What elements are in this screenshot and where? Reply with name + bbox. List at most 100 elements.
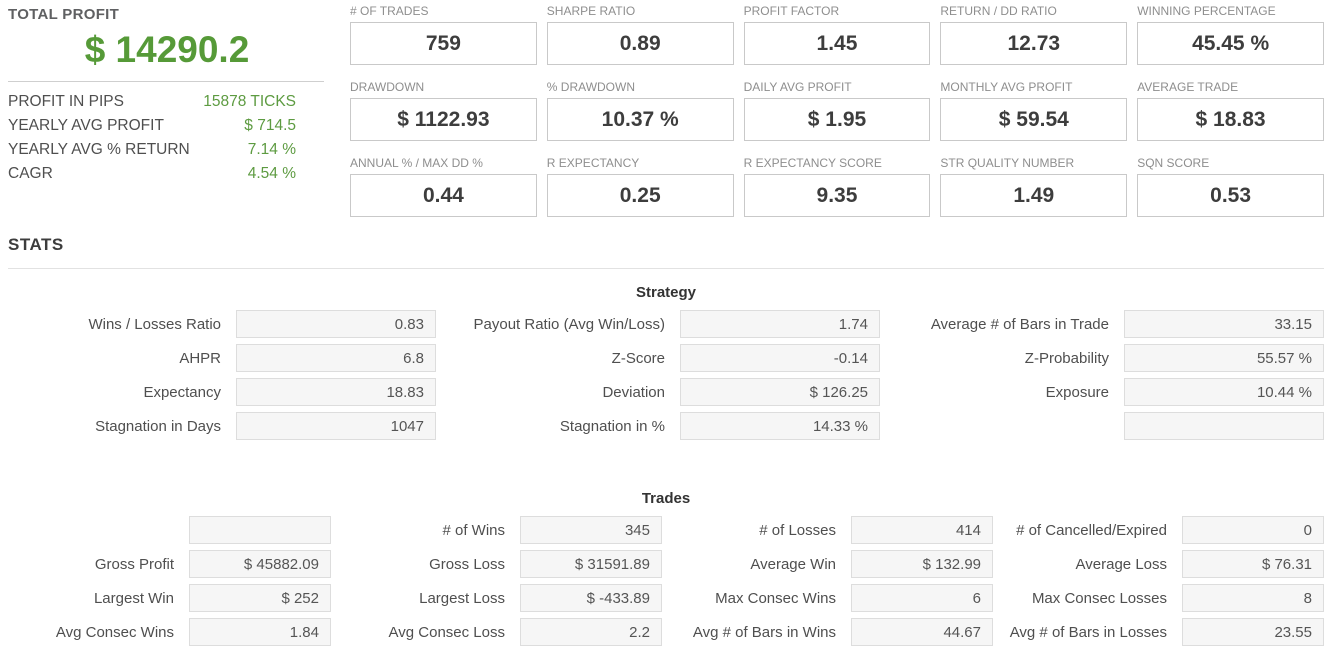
stat-cell: Payout Ratio (Avg Win/Loss) 1.74	[452, 310, 880, 338]
stat-cell: Avg # of Bars in Wins 44.67	[670, 618, 993, 646]
total-profit-panel: TOTAL PROFIT $ 14290.2 PROFIT IN PIPS 15…	[8, 4, 336, 186]
stat-label: Expectancy	[143, 383, 221, 401]
metric-value-box: 12.73	[940, 22, 1128, 65]
stat-cell: Stagnation in Days 1047	[8, 412, 436, 440]
stat-label: Avg # of Bars in Losses	[1009, 623, 1167, 641]
stat-value-box: $ -433.89	[520, 584, 662, 612]
stat-value-box: 6	[851, 584, 993, 612]
summary-value: 4.54 %	[247, 165, 296, 182]
overview-section: TOTAL PROFIT $ 14290.2 PROFIT IN PIPS 15…	[8, 4, 1324, 217]
metric-value-box: $ 59.54	[940, 98, 1128, 141]
stat-label: Max Consec Losses	[1031, 589, 1167, 607]
stat-cell: Average Loss $ 76.31	[1001, 550, 1324, 578]
stat-cell: Max Consec Wins 6	[670, 584, 993, 612]
stat-label: Average # of Bars in Trade	[930, 315, 1109, 333]
stat-value-box: -0.14	[680, 344, 880, 372]
stat-value-box: 23.55	[1182, 618, 1324, 646]
stat-cell: Gross Profit $ 45882.09	[8, 550, 331, 578]
stat-cell: Z-Score -0.14	[452, 344, 880, 372]
metric-label: PROFIT FACTOR	[743, 4, 840, 18]
stat-cell: # of Losses 414	[670, 516, 993, 544]
metric-value-box: 1.45	[743, 22, 931, 65]
stat-cell: Z-Probability 55.57 %	[896, 344, 1324, 372]
stats-heading: STATS	[8, 235, 64, 254]
stat-label: Payout Ratio (Avg Win/Loss)	[473, 315, 665, 333]
stat-cell: Avg Consec Loss 2.2	[339, 618, 662, 646]
stat-value-box: 14.33 %	[680, 412, 880, 440]
metric-label: SQN SCORE	[1137, 156, 1210, 170]
metric-card: AVERAGE TRADE $ 18.83	[1137, 80, 1324, 141]
metric-value-box: $ 1122.93	[350, 98, 537, 141]
metric-label: R EXPECTANCY SCORE	[743, 156, 882, 170]
stat-value-box: 10.44 %	[1124, 378, 1324, 406]
stat-cell: Stagnation in % 14.33 %	[452, 412, 880, 440]
stat-cell: Max Consec Losses 8	[1001, 584, 1324, 612]
stat-value-box: 414	[851, 516, 993, 544]
stat-label: Avg Consec Loss	[388, 623, 505, 641]
stat-label: AHPR	[179, 349, 221, 367]
metric-label: R EXPECTANCY	[546, 156, 640, 170]
backtest-stats-page: TOTAL PROFIT $ 14290.2 PROFIT IN PIPS 15…	[8, 4, 1324, 646]
summary-value: $ 714.5	[244, 117, 296, 134]
metric-card: R EXPECTANCY 0.25	[546, 156, 734, 217]
stat-cell: Largest Loss $ -433.89	[339, 584, 662, 612]
summary-value: 7.14 %	[247, 141, 296, 158]
stat-label: Avg Consec Wins	[55, 623, 174, 641]
stat-label: Gross Loss	[429, 555, 505, 573]
total-profit-value: $ 14290.2	[84, 29, 250, 70]
metric-card: PROFIT FACTOR 1.45	[743, 4, 931, 65]
stat-value-box: $ 132.99	[851, 550, 993, 578]
metric-value-box: 10.37 %	[546, 98, 734, 141]
total-profit-label: TOTAL PROFIT	[8, 6, 120, 23]
summary-row: YEARLY AVG PROFIT $ 714.5	[8, 114, 336, 138]
metric-label: WINNING PERCENTAGE	[1137, 4, 1276, 18]
stat-value-box: 345	[520, 516, 662, 544]
stat-value-box: 8	[1182, 584, 1324, 612]
metric-label: DRAWDOWN	[350, 80, 425, 94]
metric-value-box: 45.45 %	[1137, 22, 1324, 65]
metric-label: DAILY AVG PROFIT	[743, 80, 852, 94]
strategy-section-title: Strategy	[635, 284, 697, 301]
metric-label: % DRAWDOWN	[546, 80, 636, 94]
metric-card: MONTHLY AVG PROFIT $ 59.54	[940, 80, 1128, 141]
metric-value-box: 0.89	[546, 22, 734, 65]
stat-value-box: 0.83	[236, 310, 436, 338]
metric-card: WINNING PERCENTAGE 45.45 %	[1137, 4, 1324, 65]
metric-label: RETURN / DD RATIO	[940, 4, 1057, 18]
summary-label: PROFIT IN PIPS	[8, 93, 124, 110]
stat-value-box: 1047	[236, 412, 436, 440]
stat-value-box	[1124, 412, 1324, 440]
metric-value-box: 0.53	[1137, 174, 1324, 217]
stat-cell: Average # of Bars in Trade 33.15	[896, 310, 1324, 338]
strategy-table: Wins / Losses Ratio 0.83 Payout Ratio (A…	[8, 310, 1324, 440]
stat-label: Wins / Losses Ratio	[88, 315, 221, 333]
stat-cell	[896, 412, 1324, 440]
metric-card: RETURN / DD RATIO 12.73	[940, 4, 1128, 65]
metric-card: # OF TRADES 759	[350, 4, 537, 65]
stat-cell: Expectancy 18.83	[8, 378, 436, 406]
metric-value-box: 9.35	[743, 174, 931, 217]
metric-label: SHARPE RATIO	[546, 4, 636, 18]
trades-section-title: Trades	[641, 490, 691, 507]
stat-value-box: 44.67	[851, 618, 993, 646]
stat-value-box: 6.8	[236, 344, 436, 372]
metric-card: % DRAWDOWN 10.37 %	[546, 80, 734, 141]
stat-cell: Wins / Losses Ratio 0.83	[8, 310, 436, 338]
metric-value-box: 0.25	[546, 174, 734, 217]
stat-value-box: 1.84	[189, 618, 331, 646]
trades-table: # of Wins 345 # of Losses 414 # of Cance…	[8, 516, 1324, 646]
stat-label: Largest Loss	[419, 589, 505, 607]
metric-label: STR QUALITY NUMBER	[940, 156, 1075, 170]
metric-cards-grid: # OF TRADES 759 SHARPE RATIO 0.89 PROFIT…	[350, 4, 1324, 217]
stat-value-box: 33.15	[1124, 310, 1324, 338]
stat-cell: # of Cancelled/Expired 0	[1001, 516, 1324, 544]
stat-label: Z-Probability	[1024, 349, 1109, 367]
stat-label: Gross Profit	[94, 555, 174, 573]
stat-label: # of Losses	[759, 521, 836, 539]
stat-cell: Exposure 10.44 %	[896, 378, 1324, 406]
stat-value-box: $ 45882.09	[189, 550, 331, 578]
stat-label: Exposure	[1045, 383, 1109, 401]
metric-label: MONTHLY AVG PROFIT	[940, 80, 1073, 94]
summary-value: 15878 TICKS	[203, 93, 296, 110]
summary-label: YEARLY AVG PROFIT	[8, 117, 164, 134]
